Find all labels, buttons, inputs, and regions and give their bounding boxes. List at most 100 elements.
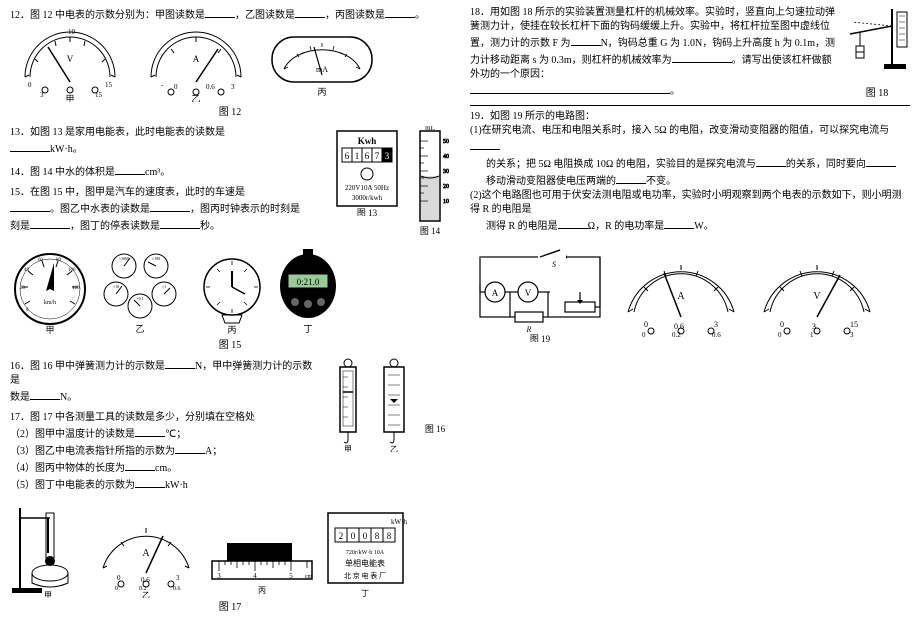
svg-text:0.6: 0.6 [206, 83, 215, 91]
svg-text:3: 3 [231, 83, 235, 91]
q14-blank[interactable] [115, 163, 145, 175]
svg-text:0.6: 0.6 [173, 586, 181, 592]
svg-text:120: 120 [72, 286, 80, 291]
q16-text-a: 图 16 甲中弹簧测力计的示数是 [30, 361, 165, 372]
figure-18-wrapper: 图 18 [842, 4, 912, 99]
svg-text:15: 15 [850, 320, 858, 329]
cylinder-fig14-icon: mL 50 40 30 20 10 图 14 [410, 126, 450, 236]
svg-text:0: 0 [778, 331, 782, 339]
svg-text:80: 80 [56, 258, 62, 263]
svg-text:220V10A 50Hz: 220V10A 50Hz [345, 184, 389, 192]
svg-text:单相电能表: 单相电能表 [345, 558, 385, 568]
q17-blank-3[interactable] [175, 442, 205, 454]
svg-text:6: 6 [365, 151, 370, 161]
svg-text:mA: mA [316, 65, 328, 74]
q19-blank-3[interactable] [866, 155, 896, 167]
svg-text:乙: 乙 [390, 445, 398, 452]
q15-number: 15． [10, 187, 30, 198]
q17-sub2-unit: ℃； [165, 429, 186, 440]
q17-blank-2[interactable] [135, 425, 165, 437]
q19-blank-2[interactable] [756, 155, 786, 167]
svg-text:丁: 丁 [303, 324, 312, 334]
water-meter-icon: ×1000 ×100 ×10 ×1 ×0.1 乙 [96, 244, 191, 334]
q17-sub4-unit: cm。 [155, 463, 177, 474]
q19-blank-1[interactable] [470, 138, 500, 150]
q12-blank-3[interactable] [385, 6, 415, 18]
q16-text-c: N。 [60, 392, 77, 403]
svg-text:北 京 电 表 厂: 北 京 电 表 厂 [344, 571, 386, 580]
svg-text:图 13: 图 13 [357, 208, 378, 216]
svg-text:乙: 乙 [142, 591, 150, 598]
svg-text:R: R [526, 325, 532, 334]
voltmeter-reading-icon: V 0315 013 [752, 257, 882, 342]
svg-text:甲: 甲 [344, 445, 352, 452]
svg-text:km/h: km/h [44, 300, 56, 306]
q19-text-a: 如图 19 所示的电路图： [490, 111, 595, 122]
svg-text:8: 8 [375, 531, 380, 541]
q18-text-d: 。 [670, 86, 680, 97]
svg-text:0: 0 [28, 81, 32, 89]
svg-text:0: 0 [115, 586, 118, 592]
q15-blank-1[interactable] [10, 200, 50, 212]
svg-text:丙: 丙 [258, 586, 266, 595]
q19-sub2-a: (2)这个电路图也可用于伏安法测电阻或电功率，实验时小明观察到两个电表的示数如下… [470, 190, 902, 215]
q19-blank-4[interactable] [616, 172, 646, 184]
svg-text:Kwh: Kwh [358, 136, 377, 146]
q13-blank[interactable] [10, 140, 50, 152]
spring-scale-yi-icon: 乙 [374, 357, 414, 452]
q15-text-c: ，图丙时钟表示的时刻是 [190, 204, 300, 215]
question-16: 16．图 16 甲中弹簧测力计的示数是N，甲中弹簧测力计的示数是 数是N。 [10, 357, 322, 405]
svg-text:0:21.0: 0:21.0 [297, 277, 320, 287]
q15-blank-2[interactable] [150, 200, 190, 212]
q19-blank-5[interactable] [558, 217, 588, 229]
svg-text:0.2: 0.2 [672, 331, 681, 339]
question-19: 19．如图 19 所示的电路图： (1)在研究电流、电压和电阻关系时，接入 5Ω… [470, 110, 910, 234]
q18-blank-1[interactable] [571, 34, 601, 46]
svg-text:甲: 甲 [44, 591, 52, 598]
svg-text:S: S [552, 260, 556, 269]
figure-12-caption: 图 12 [10, 106, 450, 120]
svg-text:100: 100 [68, 268, 76, 273]
q15-blank-4[interactable] [160, 217, 200, 229]
svg-text:×10: ×10 [113, 284, 119, 289]
q18-blank-3[interactable] [470, 82, 670, 94]
q16-blank-1[interactable] [165, 357, 195, 369]
svg-text:50: 50 [443, 139, 449, 145]
q15-text-d: ，图丁的停表读数是 [70, 221, 160, 232]
q15-blank-3[interactable] [30, 217, 70, 229]
svg-text:V: V [67, 54, 74, 64]
q19-sub1-d: 移动滑动变阻器使电压两端的 [470, 176, 616, 187]
divider-line [470, 105, 910, 106]
svg-text:×0.1: ×0.1 [136, 296, 143, 301]
left-column: 12．图 12 中电表的示数分别为：甲图读数是，乙图读数是，丙图读数是。 V 0… [0, 0, 460, 630]
svg-text:0: 0 [174, 83, 178, 91]
q17-sub5-unit: kW·h [165, 480, 188, 491]
q14-number: 14． [10, 167, 30, 178]
q12-blank-1[interactable] [205, 6, 235, 18]
svg-text:×100: ×100 [152, 256, 160, 261]
q17-sub5: （5）图丁中电能表的示数为 [10, 480, 135, 491]
svg-text:20: 20 [20, 286, 26, 291]
svg-text:×1000: ×1000 [119, 256, 129, 261]
q19-blank-6[interactable] [664, 217, 694, 229]
q16-blank-2[interactable] [30, 388, 60, 400]
q15-text-e: 秒。 [200, 221, 220, 232]
q17-blank-4[interactable] [125, 459, 155, 471]
q17-sub4: （4）图丙中物体的长度为 [10, 463, 125, 474]
svg-text:3: 3 [385, 151, 390, 161]
svg-text:0: 0 [363, 531, 368, 541]
svg-text:15: 15 [105, 81, 113, 89]
q17-blank-5[interactable] [135, 476, 165, 488]
q12-number: 12． [10, 10, 30, 21]
question-13: 13．如图 13 是家用电能表，此时电能表的读数是 kW·h。 [10, 126, 324, 157]
q19-sub1-b: 的关系；把 5Ω 电阻换成 10Ω 的电阻，实验目的是探究电流与 [470, 159, 756, 170]
q12-text-b: ，乙图读数是 [235, 10, 295, 21]
figure-19-row: S A V R 图 19 [470, 242, 910, 342]
svg-text:20: 20 [443, 184, 449, 190]
speedometer-icon: 020 4060 80100 120 km/h 甲 [10, 249, 90, 334]
q14-text-a: 图 14 中水的体积是 [30, 167, 115, 178]
q18-blank-2[interactable] [672, 51, 732, 63]
svg-text:A: A [492, 288, 499, 298]
lever-apparatus-icon [842, 4, 912, 79]
q12-blank-2[interactable] [295, 6, 325, 18]
